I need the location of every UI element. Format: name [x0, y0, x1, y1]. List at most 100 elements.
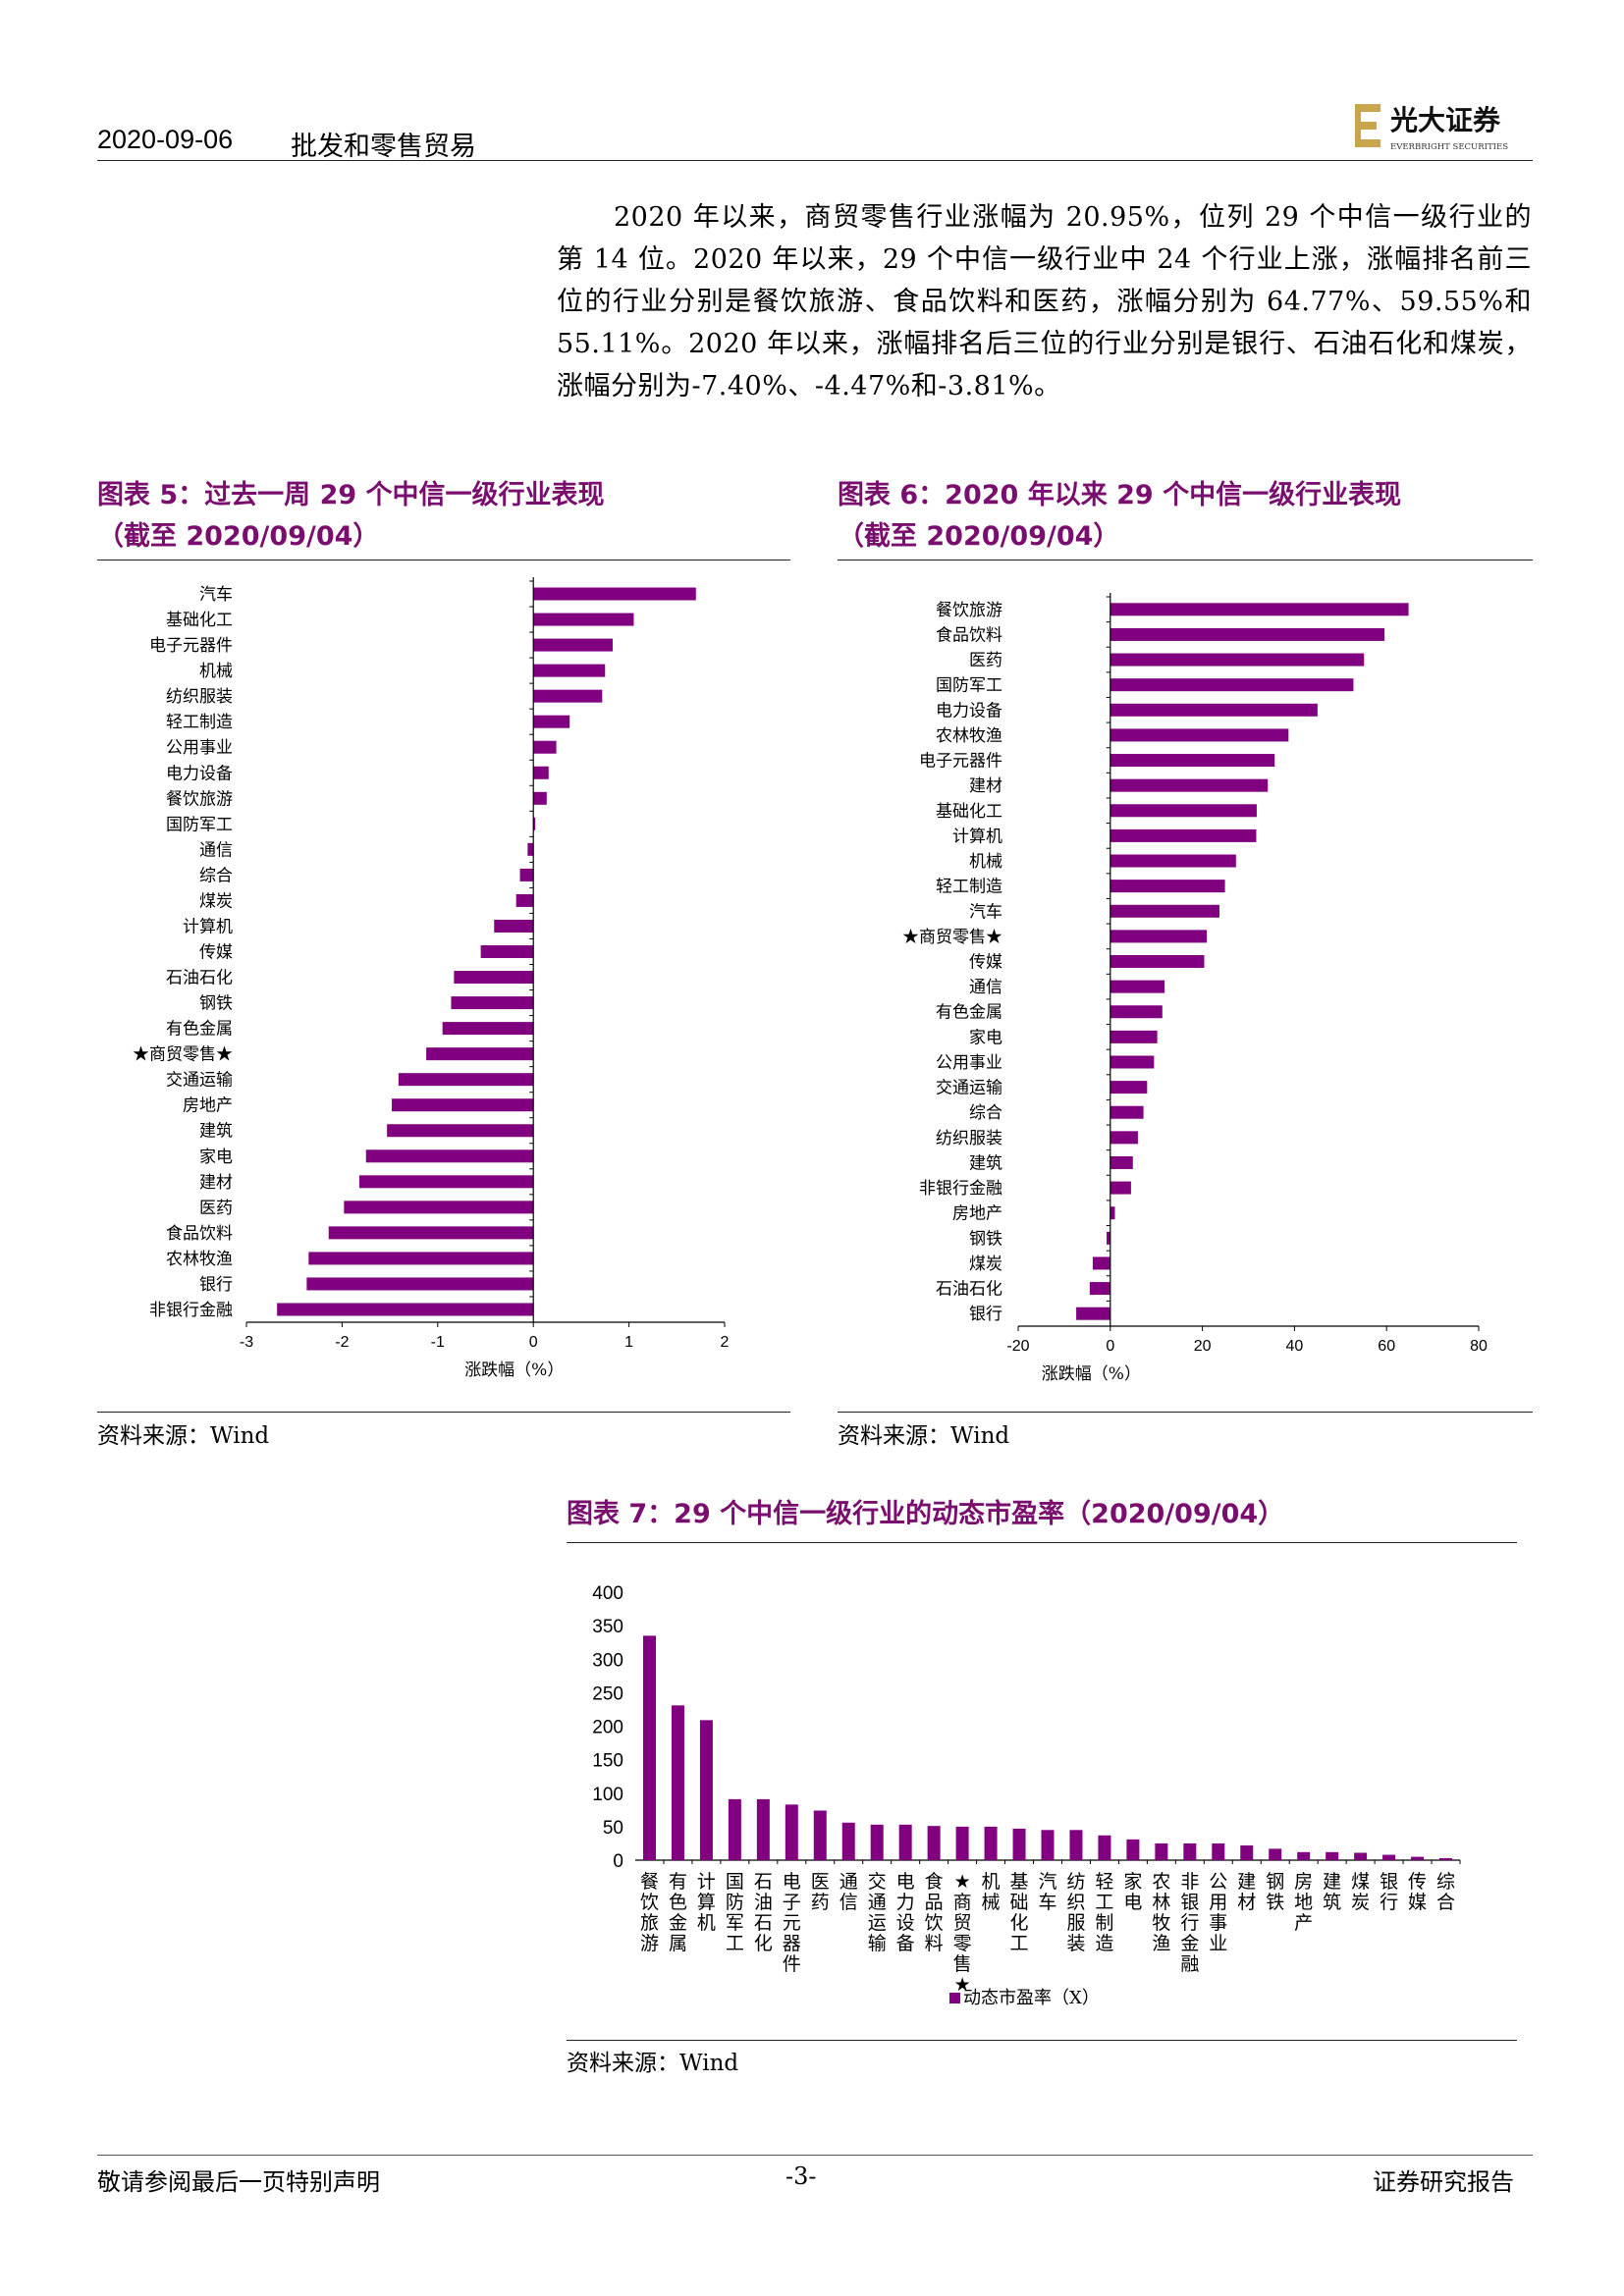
svg-text:备: 备	[896, 1933, 915, 1954]
x-axis-label: 涨跌幅（%）	[464, 1361, 564, 1380]
category-label: 有色金属	[166, 1020, 233, 1040]
svg-text:工: 工	[1010, 1933, 1029, 1954]
svg-text:事: 事	[1209, 1912, 1227, 1934]
bar	[515, 893, 534, 907]
x-tick-label: 40	[1286, 1338, 1304, 1355]
category-label: 国防军工	[936, 676, 1002, 696]
fig5-title: 图表 5：过去一周 29 个中信一级行业表现 （截至 2020/09/04）	[97, 475, 605, 558]
bar	[1297, 1851, 1311, 1860]
bar	[955, 1826, 969, 1860]
bar	[1110, 653, 1365, 667]
svg-text:饮: 饮	[640, 1892, 659, 1913]
svg-text:通: 通	[839, 1871, 858, 1893]
bar	[1183, 1842, 1197, 1860]
category-label: 房地产	[952, 1204, 1002, 1224]
category-label: 钢铁	[1266, 1871, 1284, 1913]
svg-text:融: 融	[1180, 1953, 1199, 1975]
svg-text:汽: 汽	[1038, 1871, 1056, 1893]
category-label: 交通运输	[166, 1071, 233, 1091]
category-label: 家电	[199, 1148, 233, 1167]
fig7-bottom-rule	[567, 2040, 1517, 2041]
svg-text:工: 工	[1095, 1892, 1113, 1913]
svg-text:电: 电	[783, 1871, 801, 1893]
bar	[1126, 1839, 1140, 1860]
category-label: 机械	[199, 662, 233, 681]
x-axis-label: 涨跌幅（%）	[1042, 1364, 1141, 1384]
bar	[365, 1149, 534, 1163]
svg-text:化: 化	[754, 1933, 773, 1954]
category-label: 石油石化	[166, 969, 233, 988]
svg-text:国: 国	[726, 1871, 744, 1893]
svg-text:材: 材	[1237, 1892, 1256, 1913]
bar	[1110, 980, 1165, 993]
svg-text:色: 色	[669, 1892, 687, 1913]
svg-text:行: 行	[1180, 1912, 1199, 1934]
bar	[1110, 955, 1205, 968]
category-label: 银行	[1380, 1871, 1398, 1913]
x-tick-label: -3	[240, 1334, 253, 1351]
svg-text:子: 子	[783, 1892, 801, 1913]
category-label: 房地产	[183, 1096, 233, 1116]
bar	[426, 1047, 534, 1061]
category-label: 综合	[969, 1103, 1002, 1123]
category-label: 综合	[199, 866, 233, 885]
bar	[841, 1822, 855, 1860]
svg-text:金: 金	[669, 1912, 687, 1934]
svg-text:钢: 钢	[1266, 1871, 1284, 1893]
category-label: 煤炭	[1351, 1871, 1370, 1913]
svg-text:公: 公	[1209, 1871, 1227, 1893]
category-label: 交通运输	[936, 1079, 1002, 1098]
category-label: 建材	[199, 1173, 233, 1193]
svg-text:铁: 铁	[1266, 1892, 1284, 1913]
bar	[870, 1824, 884, 1860]
category-label: 钢铁	[969, 1229, 1002, 1249]
svg-text:服: 服	[1066, 1912, 1085, 1934]
category-label: 传媒	[969, 953, 1002, 973]
y-tick-label: 200	[592, 1718, 623, 1738]
category-label: ★商贸零售★	[953, 1871, 972, 1996]
bar	[1110, 804, 1257, 818]
svg-text:输: 输	[868, 1933, 887, 1954]
company-logo: 光大证券 EVERBRIGHT SECURITIES	[1355, 104, 1508, 152]
svg-text:建: 建	[1323, 1871, 1341, 1893]
bar	[1110, 603, 1409, 616]
svg-text:料: 料	[925, 1933, 944, 1954]
category-label: 电子元器件	[149, 636, 233, 656]
bar	[671, 1705, 684, 1860]
footer-rule	[97, 2155, 1533, 2156]
svg-text:业: 业	[1209, 1933, 1227, 1954]
category-label: 国防军工	[726, 1871, 744, 1954]
svg-text:售: 售	[953, 1953, 972, 1975]
x-tick-label: -20	[1006, 1338, 1029, 1355]
category-label: 建材	[1237, 1871, 1256, 1913]
report-industry-title: 批发和零售贸易	[291, 132, 476, 162]
bar	[1110, 1181, 1131, 1195]
bar	[1155, 1842, 1168, 1860]
bar	[1110, 1030, 1158, 1043]
category-label: 电子元器件	[919, 752, 1002, 772]
svg-text:金: 金	[1180, 1933, 1199, 1954]
svg-text:渔: 渔	[1152, 1933, 1170, 1954]
svg-text:纺: 纺	[1066, 1871, 1085, 1893]
bar	[306, 1277, 534, 1291]
svg-text:游: 游	[640, 1933, 659, 1954]
bar	[1110, 627, 1385, 641]
svg-text:械: 械	[982, 1892, 1001, 1913]
fig7-title: 图表 7：29 个中信一级行业的动态市盈率（2020/09/04）	[567, 1499, 1285, 1529]
svg-text:交: 交	[868, 1871, 887, 1893]
svg-text:餐: 餐	[640, 1871, 659, 1893]
bar	[358, 1175, 534, 1189]
category-label: 建筑	[969, 1153, 1002, 1173]
x-tick-label: -2	[335, 1334, 349, 1351]
bar	[1110, 930, 1208, 943]
bar	[533, 689, 603, 703]
category-label: 基础化工	[1010, 1871, 1029, 1954]
svg-text:合: 合	[1436, 1892, 1455, 1913]
fig6-source: 资料来源：Wind	[838, 1423, 1010, 1449]
header-rule	[97, 160, 1533, 161]
svg-text:用: 用	[1209, 1892, 1227, 1913]
fig6-title-line2: （截至 2020/09/04）	[838, 521, 1120, 552]
y-tick-label: 350	[592, 1617, 623, 1637]
svg-text:商: 商	[953, 1892, 972, 1913]
category-label: 医药	[811, 1871, 830, 1913]
